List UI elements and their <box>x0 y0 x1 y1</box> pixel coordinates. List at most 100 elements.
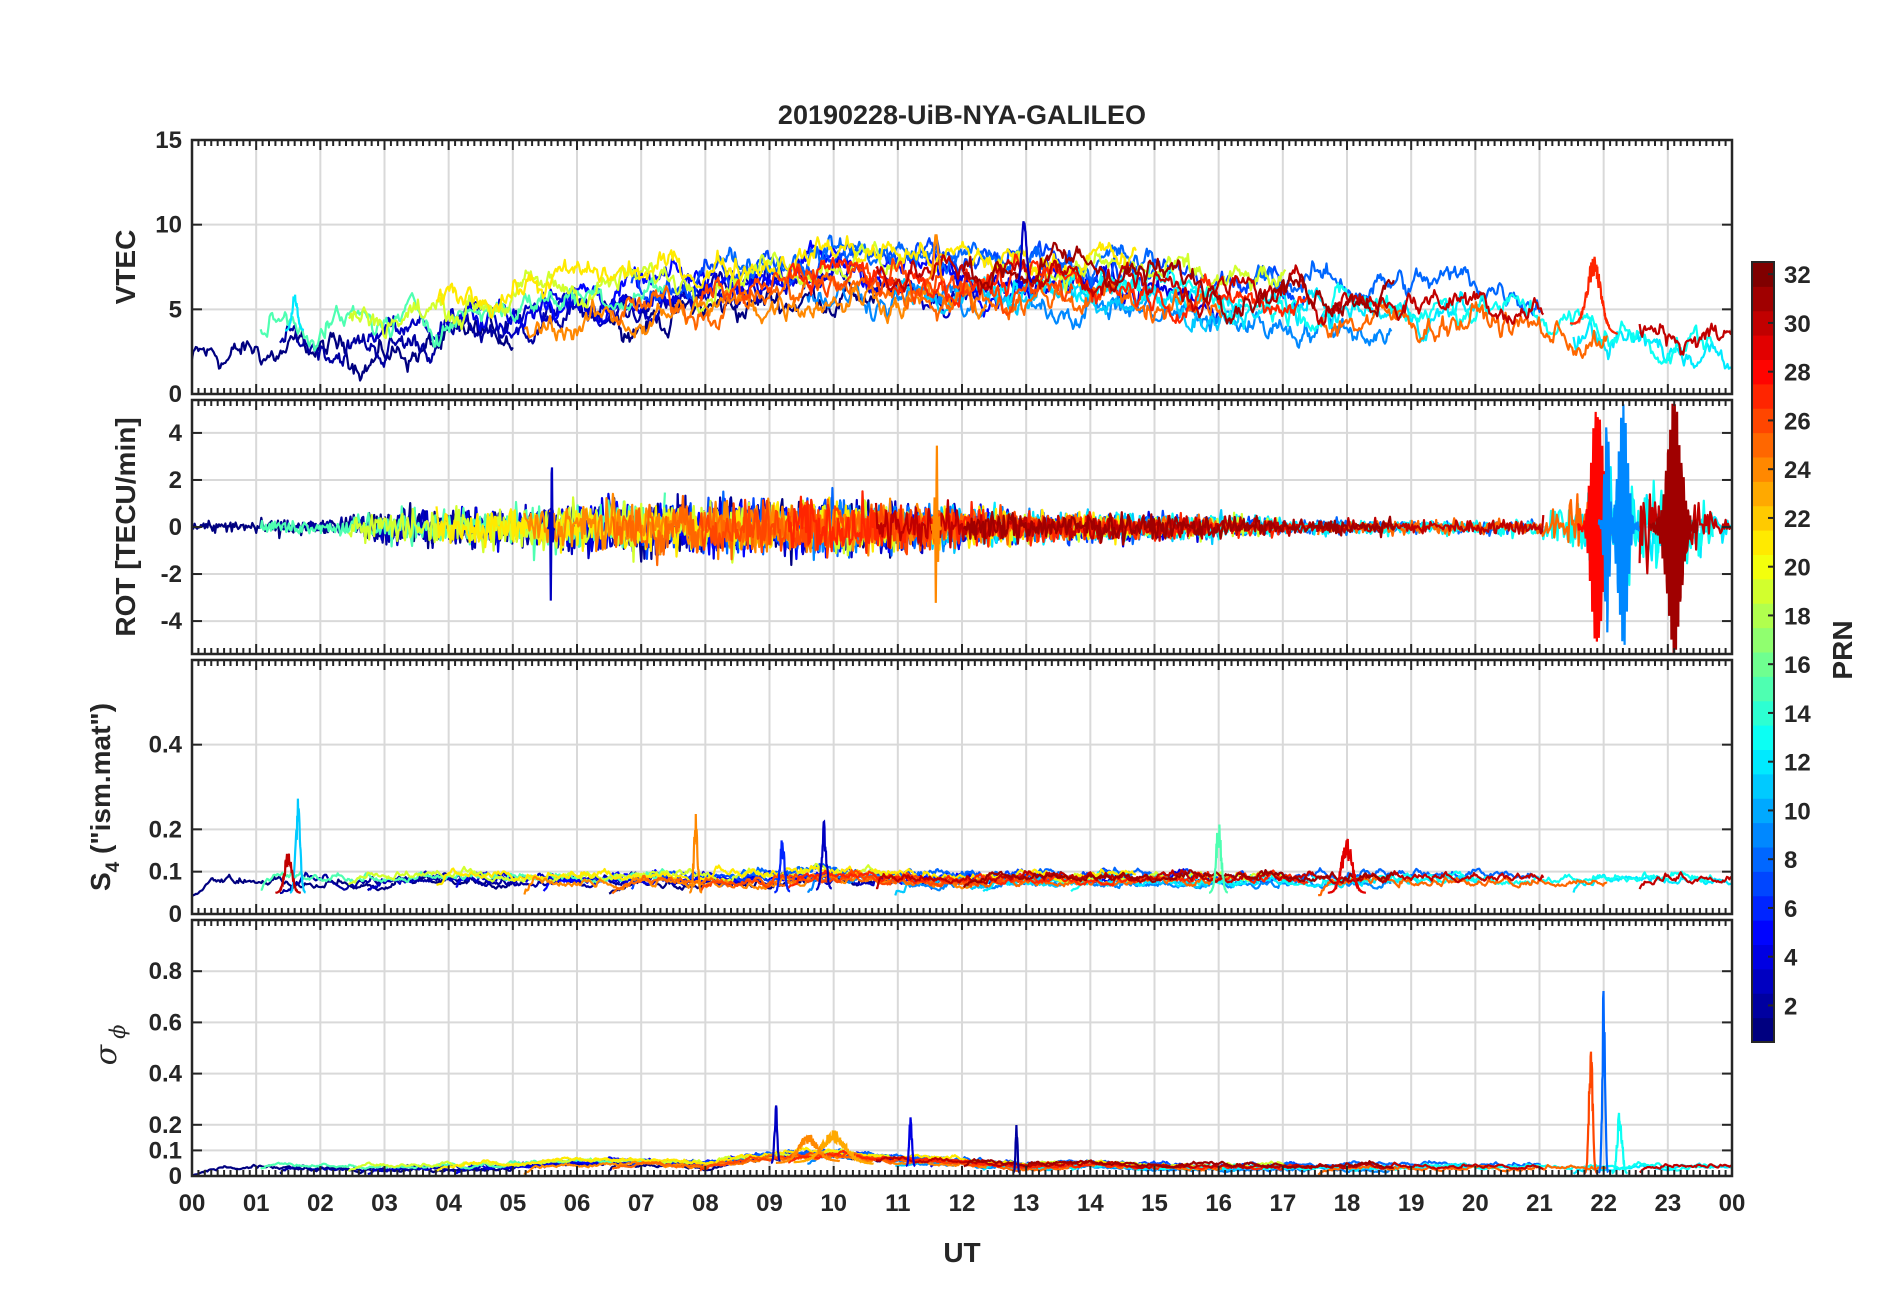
s4-feature-2 <box>815 819 833 891</box>
vtec-panel: 0 5 10 15 VTEC <box>110 127 1734 408</box>
sigma-feature-6 <box>793 1130 874 1165</box>
s4-y-label-sub: 4 <box>103 861 124 872</box>
vtec-feature-1 <box>1569 256 1618 335</box>
sigma-y-label: σϕ <box>89 1025 130 1066</box>
s4-feature-5 <box>1327 838 1366 894</box>
x-tick-label: 06 <box>564 1190 591 1217</box>
sigma-y-tick-label: 0.4 <box>149 1061 183 1088</box>
x-tick-label: 18 <box>1334 1190 1361 1217</box>
s4-prn-31-trace <box>962 869 1394 889</box>
rot-feature-4 <box>547 467 556 601</box>
x-tick-label: 03 <box>371 1190 398 1217</box>
colorbar-band-30 <box>1752 310 1774 336</box>
colorbar-tick-label: 30 <box>1784 311 1811 338</box>
x-tick-label: 20 <box>1462 1190 1489 1217</box>
vtec-prn-31-trace <box>962 241 1395 325</box>
sigma-prn-21-trace <box>436 1146 1136 1172</box>
rot-y-ticks: -4 -2 0 2 4 <box>161 420 183 635</box>
colorbar-band-25 <box>1752 432 1774 458</box>
colorbar-tick-label: 6 <box>1784 896 1797 923</box>
s4-y-tick-label: 0.1 <box>149 859 182 886</box>
colorbar-band-13 <box>1752 725 1774 750</box>
sigma-y-tick-label: 0.8 <box>149 958 182 985</box>
s4-y-tick-label: 0 <box>169 901 182 928</box>
s4-feature-0 <box>289 798 306 894</box>
colorbar-tick-label: 12 <box>1784 750 1811 777</box>
s4-prn-25-trace <box>611 873 1223 895</box>
x-tick-label: 01 <box>243 1190 270 1217</box>
colorbar-band-20 <box>1752 554 1774 580</box>
s4-feature-1 <box>689 813 703 894</box>
vtec-prn-21-trace <box>435 235 1137 319</box>
x-tick-labels: 00 01 02 03 04 05 06 07 08 09 10 11 12 13 14 15 16 17 18 19… <box>179 1190 1746 1217</box>
colorbar-tick-label: 10 <box>1784 798 1811 825</box>
colorbar-tick-label: 18 <box>1784 603 1811 630</box>
rot-prn-30-trace <box>874 499 1545 549</box>
colorbar-tick-label: 28 <box>1784 360 1811 387</box>
s4-prn-30-trace <box>875 869 1545 890</box>
x-tick-label: 13 <box>1013 1190 1040 1217</box>
sigma-y-ticks: 00.10.2 0.4 0.6 0.8 <box>149 958 183 1190</box>
vtec-y-label: VTEC <box>110 230 141 305</box>
x-tick-label: 16 <box>1205 1190 1232 1217</box>
rot-y-tick-label: 2 <box>169 467 182 494</box>
vtec-y-tick-label: 10 <box>155 212 182 239</box>
rot-y-tick-label: 0 <box>169 514 182 541</box>
colorbar-tick-label: 4 <box>1784 945 1798 972</box>
x-tick-label: 11 <box>885 1190 910 1217</box>
colorbar-band-3 <box>1752 968 1774 994</box>
s4-prn-21-trace <box>436 864 1137 887</box>
s4-y-label-rest: ("ism.mat") <box>85 703 116 862</box>
sigma-grid <box>192 920 1732 1176</box>
x-tick-label: 21 <box>1526 1190 1553 1217</box>
vtec-axes <box>190 138 1734 396</box>
sigma-y-tick-label: 0.6 <box>149 1009 182 1036</box>
colorbar-tick-label: 24 <box>1784 457 1811 484</box>
x-tick-label: 07 <box>628 1190 655 1217</box>
sigma-y-tick-label: 0.2 <box>149 1112 182 1139</box>
s4-series <box>192 798 1732 898</box>
x-tick-label: 10 <box>820 1190 847 1217</box>
rot-y-tick-label: 4 <box>169 420 183 447</box>
colorbar-band-10 <box>1752 798 1774 824</box>
rot-y-tick-label: -2 <box>161 561 182 588</box>
x-tick-label: 15 <box>1141 1190 1168 1217</box>
s4-feature-3 <box>774 840 791 894</box>
s4-prn-24-trace <box>523 870 988 895</box>
sigma-feature-5 <box>1012 1124 1021 1174</box>
x-tick-label: 08 <box>692 1190 719 1217</box>
x-tick-label: 02 <box>307 1190 334 1217</box>
s4-feature-6 <box>275 853 302 894</box>
sigma-y-label-sub: ϕ <box>106 1025 130 1039</box>
colorbar-tick-label: 22 <box>1784 506 1811 533</box>
s4-y-ticks: 0 0.1 0.2 0.4 <box>149 732 183 928</box>
x-tick-label: 17 <box>1269 1190 1296 1217</box>
x-tick-label: 00 <box>1719 1190 1746 1217</box>
sigma-prn-31-trace <box>963 1158 1394 1169</box>
colorbar-band-23 <box>1752 481 1774 507</box>
vtec-series <box>192 221 1732 382</box>
vtec-prn-30-trace <box>875 254 1545 326</box>
colorbar-band-4 <box>1752 944 1774 970</box>
sigma-y-tick-label: 0.1 <box>149 1137 182 1164</box>
colorbar-band-16 <box>1752 652 1774 677</box>
x-tick-label: 09 <box>756 1190 783 1217</box>
x-tick-label: 22 <box>1590 1190 1617 1217</box>
colorbar-frame <box>1751 261 1775 1043</box>
colorbar-band-31 <box>1752 286 1774 312</box>
colorbar-band-26 <box>1752 408 1774 434</box>
sigma-feature-3 <box>770 1105 782 1165</box>
vtec-y-tick-label: 15 <box>155 127 182 154</box>
x-tick-label: 14 <box>1077 1190 1104 1217</box>
sigma-feature-0 <box>1597 990 1610 1174</box>
rot-y-label: ROT [TECU/min] <box>110 417 141 636</box>
colorbar-band-21 <box>1752 530 1774 555</box>
colorbar-tick-label: 16 <box>1784 652 1811 679</box>
colorbar-band-1 <box>1752 1017 1774 1043</box>
x-tick-label: 00 <box>179 1190 206 1217</box>
rot-y-tick-label: -4 <box>161 608 183 635</box>
sigma-prn-25-trace <box>1317 1164 1608 1176</box>
vtec-y-tick-label: 5 <box>169 296 182 323</box>
